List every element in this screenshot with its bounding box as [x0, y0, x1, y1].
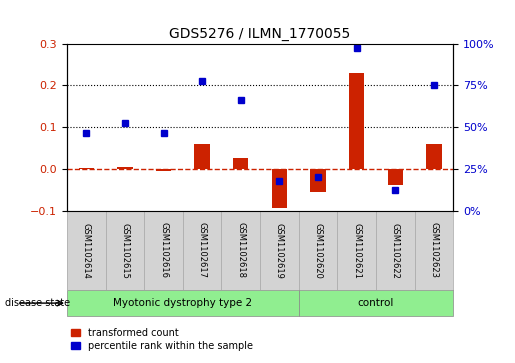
Text: GSM1102617: GSM1102617: [198, 223, 207, 278]
Text: control: control: [358, 298, 394, 308]
Bar: [387, 169, 403, 185]
Bar: [194, 144, 210, 169]
Bar: [426, 144, 442, 169]
Text: GSM1102614: GSM1102614: [82, 223, 91, 278]
Bar: [183, 211, 221, 290]
Text: GSM1102616: GSM1102616: [159, 223, 168, 278]
Text: GSM1102621: GSM1102621: [352, 223, 361, 278]
Bar: [67, 290, 299, 316]
Bar: [310, 169, 325, 192]
Bar: [106, 211, 144, 290]
Bar: [67, 211, 106, 290]
Text: GSM1102620: GSM1102620: [314, 223, 322, 278]
Bar: [156, 169, 171, 171]
Text: GSM1102618: GSM1102618: [236, 223, 245, 278]
Text: GSM1102619: GSM1102619: [275, 223, 284, 278]
Bar: [78, 168, 94, 169]
Bar: [337, 211, 376, 290]
Bar: [299, 211, 337, 290]
Bar: [221, 211, 260, 290]
Bar: [117, 167, 133, 169]
Text: GSM1102615: GSM1102615: [121, 223, 129, 278]
Legend: transformed count, percentile rank within the sample: transformed count, percentile rank withi…: [66, 324, 257, 355]
Bar: [415, 211, 453, 290]
Text: GSM1102622: GSM1102622: [391, 223, 400, 278]
Text: Myotonic dystrophy type 2: Myotonic dystrophy type 2: [113, 298, 252, 308]
Bar: [144, 211, 183, 290]
Bar: [260, 211, 299, 290]
Bar: [376, 211, 415, 290]
Title: GDS5276 / ILMN_1770055: GDS5276 / ILMN_1770055: [169, 27, 351, 41]
Bar: [349, 73, 364, 169]
Bar: [272, 169, 287, 208]
Bar: [299, 290, 453, 316]
Text: GSM1102623: GSM1102623: [430, 223, 438, 278]
Text: disease state: disease state: [5, 298, 70, 308]
Bar: [233, 158, 249, 169]
